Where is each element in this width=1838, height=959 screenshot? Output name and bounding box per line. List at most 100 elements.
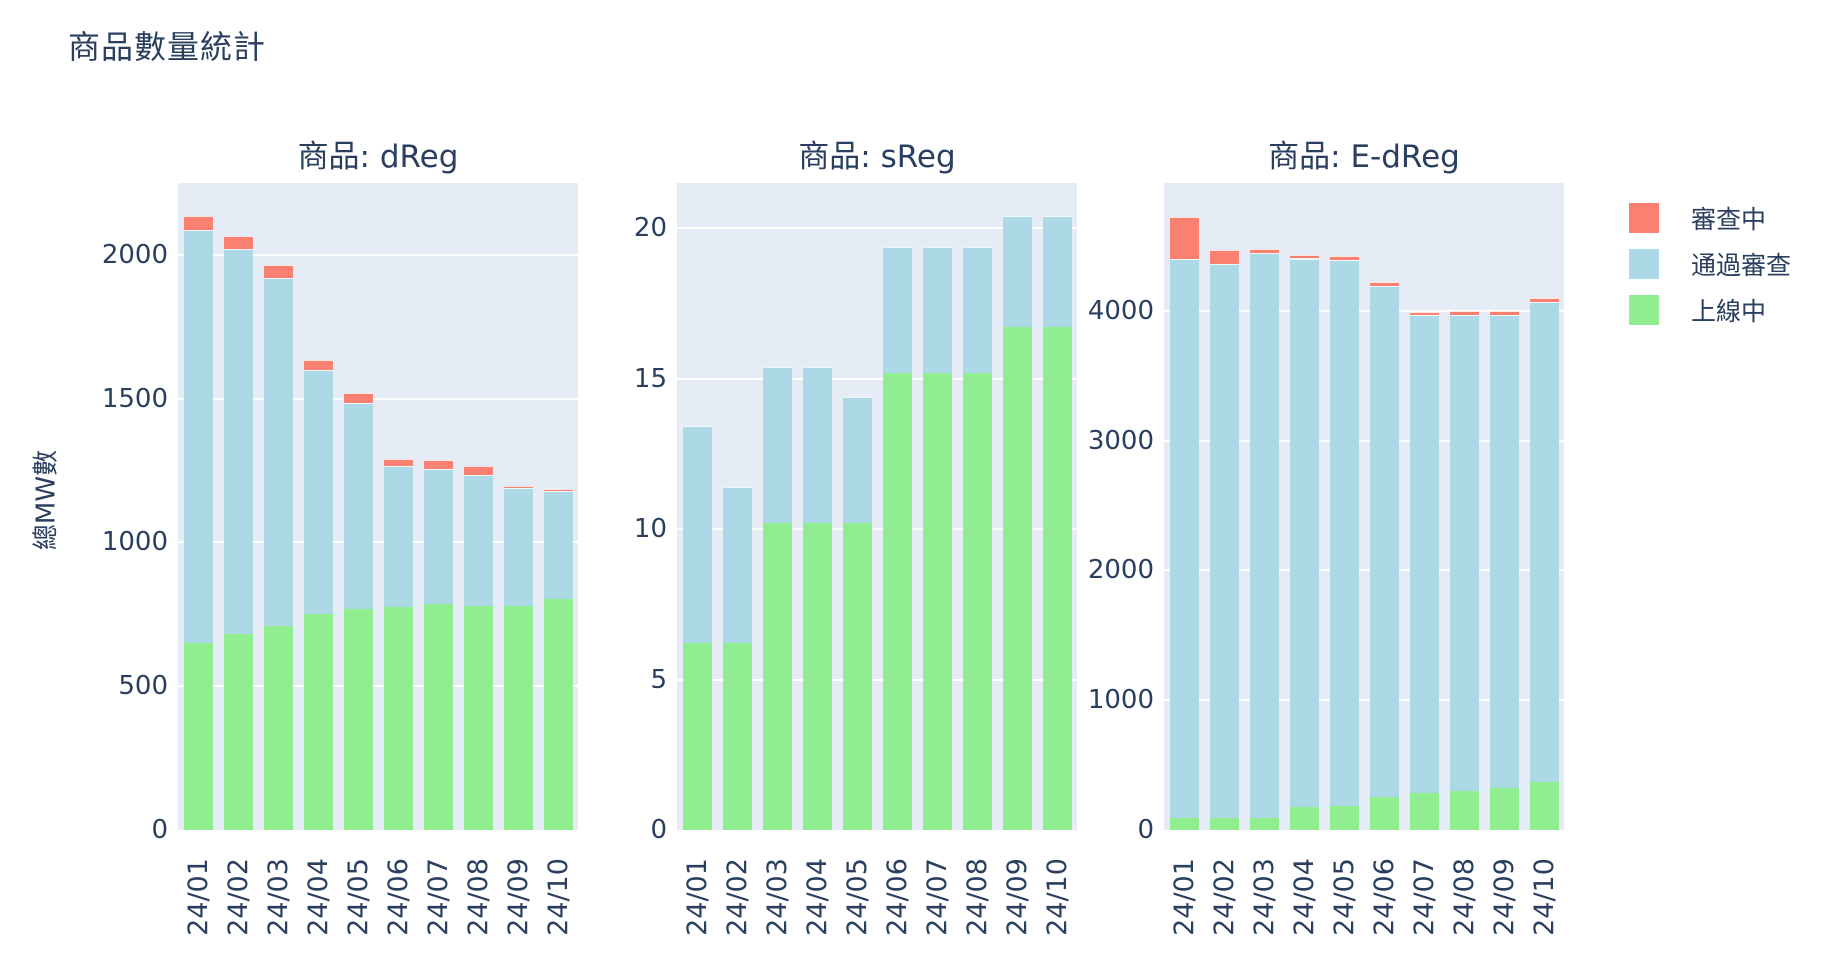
gridline <box>1164 310 1564 312</box>
x-tick-label: 24/04 <box>802 858 833 936</box>
bar-segment-24/06-審查中 <box>1370 282 1399 286</box>
bar-segment-24/09-上線中 <box>1490 788 1519 830</box>
bar-segment-24/10-通過審查 <box>1530 302 1559 782</box>
legend-item-approved[interactable]: 通過審查 <box>1629 249 1791 280</box>
y-tick-label: 4000 <box>1087 296 1154 326</box>
x-tick-label: 24/06 <box>383 858 414 936</box>
gridline <box>1164 569 1564 571</box>
x-tick-label: 24/06 <box>1369 858 1400 936</box>
bar-segment-24/01-通過審查 <box>1170 259 1199 818</box>
legend-item-reviewing[interactable]: 審查中 <box>1629 203 1791 234</box>
y-tick-label: 1500 <box>101 384 168 414</box>
y-tick-label: 0 <box>151 815 168 845</box>
bar-segment-24/05-通過審查 <box>1330 260 1359 806</box>
bar-segment-24/01-上線中 <box>1170 818 1199 830</box>
bar-segment-24/02-通過審查 <box>723 487 752 643</box>
bar-segment-24/06-上線中 <box>384 607 413 830</box>
bar-segment-24/06-上線中 <box>1370 797 1399 830</box>
x-tick-label: 24/09 <box>1489 858 1520 936</box>
x-tick-label: 24/05 <box>842 858 873 936</box>
legend-item-online[interactable]: 上線中 <box>1629 295 1791 326</box>
gridline <box>677 378 1077 380</box>
bar-segment-24/08-通過審查 <box>1450 315 1479 791</box>
bar-segment-24/02-審查中 <box>1210 250 1239 264</box>
bar-segment-24/03-通過審查 <box>1250 253 1279 818</box>
x-tick-label: 24/10 <box>1529 858 1560 936</box>
y-tick-label: 3000 <box>1087 426 1154 456</box>
bar-segment-24/10-審查中 <box>544 489 573 491</box>
bar-segment-24/03-審查中 <box>264 265 293 278</box>
x-tick-label: 24/04 <box>303 858 334 936</box>
bar-segment-24/04-通過審查 <box>803 367 832 523</box>
y-tick-label: 1000 <box>101 527 168 557</box>
bar-segment-24/05-上線中 <box>843 523 872 830</box>
plot-area <box>1164 183 1564 830</box>
bar-segment-24/01-通過審查 <box>184 230 213 643</box>
bar-segment-24/10-上線中 <box>1530 782 1559 830</box>
x-tick-label: 24/10 <box>1042 858 1073 936</box>
bar-segment-24/10-上線中 <box>1043 327 1072 830</box>
bar-segment-24/07-上線中 <box>923 373 952 830</box>
online-swatch-icon <box>1629 295 1659 325</box>
bar-segment-24/03-審查中 <box>1250 249 1279 253</box>
bar-segment-24/01-上線中 <box>683 643 712 830</box>
gridline <box>677 528 1077 530</box>
gridline <box>677 227 1077 229</box>
bar-segment-24/08-上線中 <box>1450 791 1479 830</box>
gridline <box>178 254 578 256</box>
bar-segment-24/02-通過審查 <box>1210 264 1239 818</box>
x-tick-label: 24/03 <box>263 858 294 936</box>
bar-segment-24/01-審查中 <box>184 216 213 230</box>
bar-segment-24/05-通過審查 <box>344 403 373 609</box>
gridline <box>178 685 578 687</box>
approved-swatch-icon <box>1629 249 1659 279</box>
bar-segment-24/06-審查中 <box>384 459 413 466</box>
bar-segment-24/05-上線中 <box>344 609 373 830</box>
x-tick-label: 24/02 <box>1209 858 1240 936</box>
figure-title: 商品數量統計 <box>68 28 267 66</box>
subplot-sreg: 商品: sReg 0 5 10 15 20 24/01 24/02 24/03 24/04 24/… <box>634 0 1077 952</box>
bar-segment-24/01-審查中 <box>1170 217 1199 259</box>
bar-segment-24/09-上線中 <box>1003 327 1032 830</box>
subplot-title: 商品: dReg <box>297 139 459 175</box>
x-tick-label: 24/01 <box>682 858 713 936</box>
bar-segment-24/06-通過審查 <box>1370 286 1399 797</box>
plot-area <box>677 183 1077 830</box>
gridline <box>1164 699 1564 701</box>
y-tick-label: 1000 <box>1087 685 1154 715</box>
x-tick-label: 24/02 <box>722 858 753 936</box>
y-tick-label: 2000 <box>101 240 168 270</box>
bar-segment-24/02-通過審查 <box>224 249 253 634</box>
y-tick-label: 10 <box>633 514 667 544</box>
bar-segment-24/10-審查中 <box>1530 298 1559 302</box>
bar-segment-24/05-上線中 <box>1330 806 1359 830</box>
x-tick-label: 24/07 <box>922 858 953 936</box>
x-tick-label: 24/06 <box>882 858 913 936</box>
bar-segment-24/08-通過審查 <box>464 475 493 606</box>
bar-segment-24/09-審查中 <box>1490 311 1519 315</box>
legend-label: 上線中 <box>1691 297 1767 326</box>
x-tick-label: 24/05 <box>1329 858 1360 936</box>
bar-segment-24/04-通過審查 <box>304 370 333 614</box>
subplot-title: 商品: E-dReg <box>1268 139 1460 175</box>
x-tick-label: 24/10 <box>543 858 574 936</box>
x-tick-label: 24/08 <box>962 858 993 936</box>
y-tick-label: 500 <box>118 671 168 701</box>
bar-segment-24/03-通過審查 <box>763 367 792 523</box>
gridline <box>178 398 578 400</box>
bar-segment-24/04-上線中 <box>803 523 832 830</box>
bar-segment-24/02-上線中 <box>1210 818 1239 830</box>
gridline <box>1164 440 1564 442</box>
bar-segment-24/10-通過審查 <box>544 491 573 599</box>
bar-segment-24/03-上線中 <box>1250 818 1279 830</box>
bar-segment-24/06-通過審查 <box>384 466 413 607</box>
reviewing-swatch-icon <box>1629 203 1659 233</box>
y-tick-label: 20 <box>633 213 667 243</box>
bar-segment-24/05-審查中 <box>344 393 373 403</box>
x-tick-label: 24/01 <box>1169 858 1200 936</box>
bar-segment-24/09-通過審查 <box>1003 216 1032 327</box>
bar-segment-24/08-上線中 <box>963 373 992 830</box>
legend: 審查中 通過審查 上線中 <box>1629 203 1791 341</box>
bar-segment-24/09-通過審查 <box>1490 315 1519 788</box>
